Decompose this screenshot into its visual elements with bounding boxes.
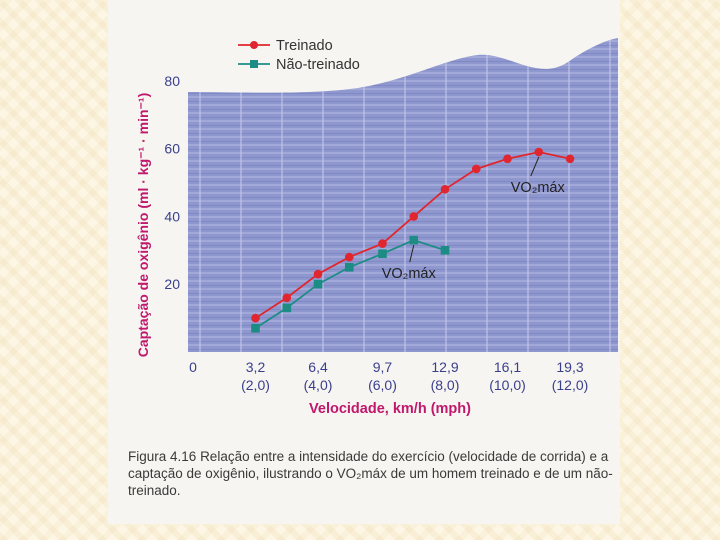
data-point-untrained: [313, 279, 323, 289]
data-point-trained: [378, 239, 387, 248]
x-tick-label-mph: (2,0): [241, 377, 270, 393]
data-point-untrained: [378, 249, 387, 259]
data-point-trained: [282, 293, 292, 303]
y-tick-label: 40: [164, 208, 180, 224]
data-point-untrained: [440, 246, 450, 255]
x-tick-label-mph: (8,0): [431, 377, 460, 393]
y-tick-label: 60: [164, 141, 180, 157]
data-point-trained: [503, 154, 512, 164]
data-point-trained: [534, 147, 544, 157]
data-point-untrained: [344, 262, 354, 272]
annotation-leader-line: [409, 245, 415, 263]
vo2max-annotation: VO₂máx: [382, 266, 437, 282]
x-tick-label-mph: (10,0): [489, 377, 526, 393]
data-point-untrained: [251, 323, 260, 333]
legend-item-trained: Treinado: [276, 38, 333, 54]
caption-text: Relação entre a intensidade do exercício…: [128, 449, 613, 498]
x-tick-label: 19,3: [556, 359, 583, 375]
data-point-trained: [440, 185, 450, 194]
x-tick-label: 6,4: [308, 359, 328, 375]
data-point-trained: [251, 313, 260, 323]
legend-marker-trained: [250, 41, 258, 49]
x-tick-label-mph: (6,0): [368, 377, 397, 393]
figure-caption: Figura 4.16 Relação entre a intensidade …: [128, 448, 616, 499]
x-tick-label-mph: (12,0): [552, 377, 589, 393]
y-tick-label: 20: [164, 276, 180, 292]
figure-label: Figura 4.16: [128, 449, 197, 464]
annotation-leader-line: [530, 156, 540, 177]
data-point-untrained: [282, 303, 292, 313]
x-tick-label: 3,2: [246, 359, 266, 375]
x-tick-label: 16,1: [494, 359, 521, 375]
data-point-trained: [565, 154, 575, 164]
x-tick-label-mph: (4,0): [304, 377, 333, 393]
data-point-trained: [471, 164, 481, 174]
vo2max-annotation: VO₂máx: [511, 180, 566, 196]
oxygen-uptake-chart: 20 40 60 80 0 3,2 (2,0) 6,4 (4,0) 9,7 (6,0) 12,9 (8…: [135, 38, 618, 417]
legend-item-untrained: Não-treinado: [276, 57, 360, 73]
data-point-trained: [344, 252, 354, 262]
data-point-trained: [409, 212, 419, 221]
x-axis-label: Velocidade, km/h (mph): [309, 401, 471, 417]
x-tick-label-zero: 0: [189, 359, 197, 375]
figure-photo: 20 40 60 80 0 3,2 (2,0) 6,4 (4,0) 9,7 (6,0) 12,9 (8…: [108, 0, 620, 524]
data-point-untrained: [409, 235, 419, 245]
x-tick-label: 9,7: [373, 359, 393, 375]
legend: Treinado Não-treinado: [238, 38, 360, 73]
y-tick-label: 80: [164, 73, 180, 89]
y-axis-label: Captação de oxigênio (ml · kg⁻¹ · min⁻¹): [135, 93, 151, 357]
data-point-trained: [313, 269, 323, 279]
x-tick-label: 12,9: [431, 359, 458, 375]
legend-marker-untrained: [250, 60, 258, 68]
